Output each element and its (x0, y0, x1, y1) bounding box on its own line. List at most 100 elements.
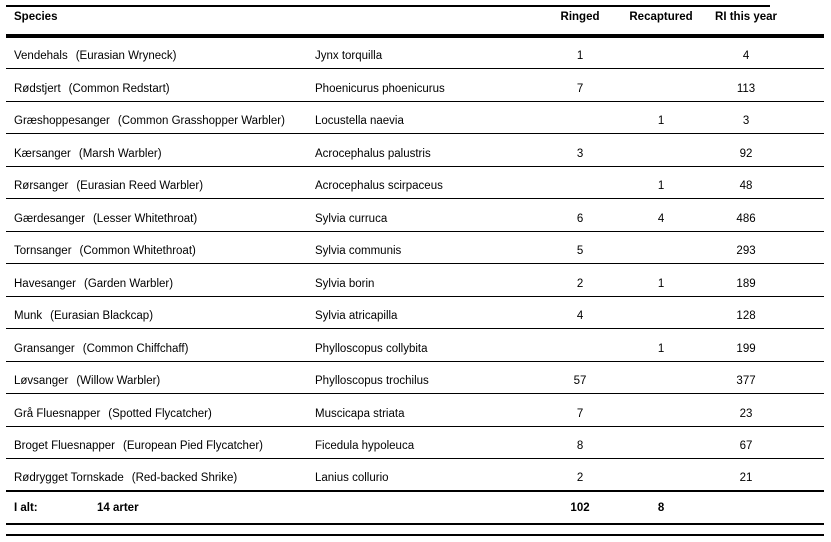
species-row: Gærdesanger (Lesser Whitethroat) Sylvia cu… (6, 198, 825, 232)
recaptured-count-cell: 1 (620, 101, 703, 134)
species-name-cell: Gransanger (Common Chiffchaff) (6, 328, 315, 362)
species-english-name: (Eurasian Reed Warbler) (76, 180, 204, 192)
row-filler-cell (790, 68, 825, 102)
ringed-count-cell: 57 (540, 361, 621, 394)
species-row: Gransanger (Common Chiffchaff) Phylloscopu… (6, 328, 825, 362)
species-danish-name: Rødrygget Tornskade (14, 472, 124, 484)
species-english-name: (Willow Warbler) (76, 375, 161, 387)
species-name-cell: Havesanger (Garden Warbler) (6, 263, 315, 297)
row-filler-cell (790, 101, 825, 134)
ringed-count-cell: 2 (540, 263, 621, 297)
ri-this-year-cell: 189 (702, 263, 791, 297)
ringing-table: Species Ringed Recaptured RI this year V… (6, 0, 825, 525)
scientific-name-cell: Ficedula hypoleuca (315, 426, 541, 459)
ringed-count-cell (540, 101, 621, 134)
recaptured-count-cell (620, 393, 703, 427)
species-row: Grå Fluesnapper (Spotted Flycatcher) Musci… (6, 393, 825, 427)
species-row: Broget Fluesnapper (European Pied Flycatc… (6, 426, 825, 459)
species-name-cell: Rørsanger (Eurasian Reed Warbler) (6, 166, 315, 199)
ri-this-year-cell: 67 (702, 426, 791, 459)
recaptured-count-cell (620, 133, 703, 167)
scientific-name-cell: Lanius collurio (315, 458, 541, 492)
species-row: Kærsanger (Marsh Warbler) Acrocephalus pal… (6, 133, 825, 167)
ringed-count-cell: 7 (540, 393, 621, 427)
species-danish-name: Græshoppesanger (14, 115, 110, 127)
recaptured-count-cell (620, 426, 703, 459)
ringed-count-cell: 1 (540, 36, 621, 69)
row-filler-cell (790, 328, 825, 362)
species-english-name: (Garden Warbler) (84, 277, 174, 290)
row-filler-cell (790, 361, 825, 394)
species-danish-name: Gransanger (14, 342, 75, 355)
scientific-name-cell: Acrocephalus scirpaceus (315, 166, 541, 199)
ringed-count-cell: 7 (540, 68, 621, 102)
ri-this-year-cell: 486 (702, 198, 791, 232)
species-name-cell: Kærsanger (Marsh Warbler) (6, 133, 315, 167)
species-english-name: (Common Grasshopper Warbler) (117, 115, 285, 127)
col-header-species: Species (6, 0, 541, 38)
recaptured-count-cell (620, 231, 703, 264)
species-english-name: (Eurasian Wryneck) (75, 50, 177, 62)
species-english-name: (Spotted Flycatcher) (108, 407, 212, 420)
row-filler-cell (790, 458, 825, 492)
species-row: Vendehals (Eurasian Wryneck) Jynx torquill… (6, 36, 825, 69)
recaptured-count-cell (620, 458, 703, 492)
col-header-filler (790, 0, 825, 38)
scientific-name-cell: Sylvia curruca (315, 198, 541, 232)
total-scientific-cell (315, 490, 541, 525)
species-name-cell: Græshoppesanger (Common Grasshopper Warbl… (6, 101, 315, 134)
scientific-name-cell: Phylloscopus collybita (315, 328, 541, 362)
species-danish-name: Tornsanger (14, 245, 72, 257)
ri-this-year-cell: 113 (702, 68, 791, 102)
species-name-cell: Munk (Eurasian Blackcap) (6, 296, 315, 329)
species-row: Rødrygget Tornskade (Red-backed Shrike) La… (6, 458, 825, 492)
ri-this-year-cell: 21 (702, 458, 791, 492)
total-label-cell: I alt: 14 arter (6, 490, 315, 525)
species-row: Løvsanger (Willow Warbler) Phylloscopus tr… (6, 361, 825, 394)
row-filler-cell (790, 133, 825, 167)
total-filler-cell (790, 490, 825, 525)
species-danish-name: Kærsanger (14, 147, 71, 160)
ringed-count-cell (540, 328, 621, 362)
species-row: Tornsanger (Common Whitethroat) Sylvia com… (6, 231, 825, 264)
ringed-count-cell (540, 166, 621, 199)
species-english-name: (Common Whitethroat) (79, 245, 196, 257)
species-row: Munk (Eurasian Blackcap) Sylvia atricapill… (6, 296, 825, 329)
recaptured-count-cell: 1 (620, 263, 703, 297)
ringed-count-cell: 3 (540, 133, 621, 167)
scientific-name-cell: Sylvia communis (315, 231, 541, 264)
recaptured-count-cell: 1 (620, 328, 703, 362)
row-filler-cell (790, 296, 825, 329)
ringed-count-cell: 6 (540, 198, 621, 232)
total-recaptured-cell: 8 (620, 490, 703, 525)
species-english-name: (Common Redstart) (68, 82, 170, 95)
species-danish-name: Broget Fluesnapper (14, 440, 116, 452)
scientific-name-cell: Jynx torquilla (315, 36, 541, 69)
scientific-name-cell: Muscicapa striata (315, 393, 541, 427)
ringed-count-cell: 8 (540, 426, 621, 459)
species-danish-name: Rørsanger (14, 180, 69, 192)
scientific-name-cell: Phylloscopus trochilus (315, 361, 541, 394)
row-filler-cell (790, 231, 825, 264)
species-english-name: (Red-backed Shrike) (131, 472, 238, 484)
scientific-name-cell: Acrocephalus palustris (315, 133, 541, 167)
scientific-name-cell: Phoenicurus phoenicurus (315, 68, 541, 102)
recaptured-count-cell (620, 296, 703, 329)
total-species-count: 14 arter (97, 501, 139, 514)
ri-this-year-cell: 4 (702, 36, 791, 69)
species-row: Havesanger (Garden Warbler) Sylvia borin 2 1… (6, 263, 825, 297)
recaptured-count-cell (620, 36, 703, 69)
species-danish-name: Vendehals (14, 50, 68, 62)
recaptured-count-cell (620, 361, 703, 394)
species-danish-name: Løvsanger (14, 375, 69, 387)
recaptured-count-cell (620, 68, 703, 102)
species-row: Rødstjert (Common Redstart) Phoenicurus ph… (6, 68, 825, 102)
species-name-cell: Rødstjert (Common Redstart) (6, 68, 315, 102)
col-header-ringed: Ringed (540, 0, 621, 38)
species-danish-name: Havesanger (14, 277, 77, 290)
col-header-ri-this-year: RI this year (702, 0, 791, 38)
ri-this-year-cell: 3 (702, 101, 791, 134)
species-english-name: (European Pied Flycatcher) (123, 440, 263, 452)
species-name-cell: Tornsanger (Common Whitethroat) (6, 231, 315, 264)
